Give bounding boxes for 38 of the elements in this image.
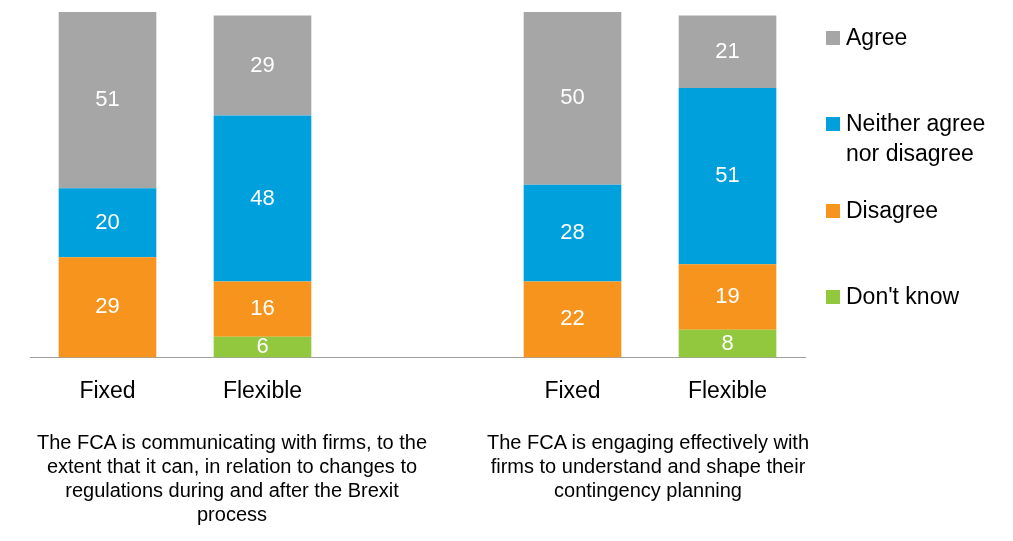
data-label: 28 — [560, 219, 585, 245]
data-label: 48 — [250, 184, 275, 210]
x-tick-label: Fixed — [544, 376, 601, 403]
bar — [523, 12, 622, 185]
data-label: 16 — [250, 295, 275, 321]
bar — [213, 15, 312, 116]
legend-label: Disagree — [846, 196, 939, 225]
x-tick-label: Fixed — [79, 376, 136, 403]
data-label: 20 — [95, 208, 120, 234]
bar — [213, 115, 312, 282]
bar — [678, 264, 777, 330]
data-label: 6 — [256, 333, 269, 359]
data-label: 29 — [250, 51, 275, 77]
bar — [678, 15, 777, 88]
legend-label: Agree — [846, 23, 908, 52]
data-label: 8 — [721, 329, 734, 355]
bar — [678, 87, 777, 265]
data-label: 51 — [715, 162, 740, 188]
x-tick-label: Flexible — [222, 376, 303, 403]
data-label: 19 — [715, 283, 740, 309]
bar — [213, 336, 312, 358]
data-label: 51 — [95, 86, 120, 112]
bar — [58, 12, 157, 189]
bar — [523, 184, 622, 282]
bar — [58, 188, 157, 258]
bar — [58, 257, 157, 358]
data-label: 22 — [560, 305, 585, 331]
bar — [213, 281, 312, 337]
legend-label: Don't know — [846, 282, 960, 311]
data-label: 29 — [95, 293, 120, 319]
legend-label: Neither agree nor disagree — [846, 109, 987, 168]
text: The FCA is communicating with firms, to the extent that it can, in relation to changes to regulations during and after the Brexit process — [35, 430, 429, 526]
text: The FCA is engaging effectively with firms to understand and shape their contingency planning — [486, 430, 810, 502]
data-label: 50 — [560, 84, 585, 110]
x-tick-label: Flexible — [687, 376, 768, 403]
data-label: 21 — [715, 37, 740, 63]
bar — [523, 281, 622, 358]
bar — [678, 329, 777, 358]
